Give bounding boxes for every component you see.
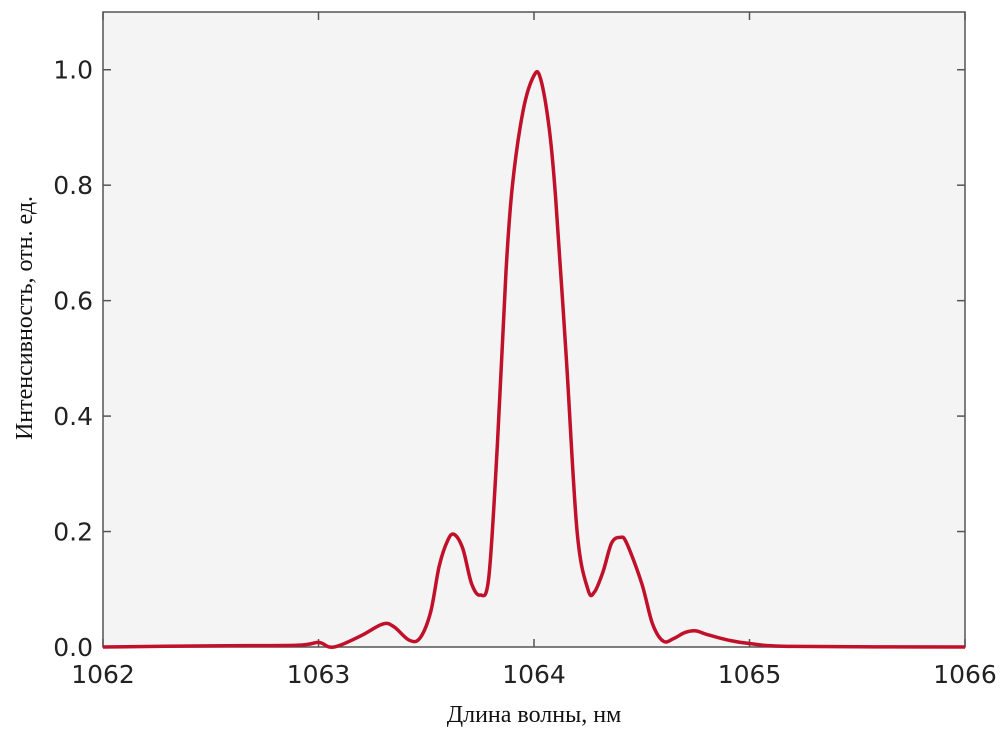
y-axis-title: Интенсивность, отн. ед. (12, 196, 38, 440)
y-tick-label: 0.6 (53, 287, 93, 316)
x-axis-title: Длина волны, нм (447, 702, 622, 728)
y-tick-label: 0.2 (53, 518, 93, 547)
y-tick-label: 0.0 (53, 633, 93, 662)
x-tick-label: 1065 (718, 660, 782, 689)
x-tick-label: 1066 (933, 660, 997, 689)
plot-area (102, 11, 966, 648)
y-tick-label: 0.4 (53, 402, 93, 431)
x-tick-label: 1064 (502, 660, 566, 689)
x-tick-label: 1062 (71, 660, 135, 689)
x-tick-label: 1063 (287, 660, 351, 689)
data-line (102, 69, 966, 649)
y-tick-label: 1.0 (53, 56, 93, 85)
y-tick-label: 0.8 (53, 171, 93, 200)
